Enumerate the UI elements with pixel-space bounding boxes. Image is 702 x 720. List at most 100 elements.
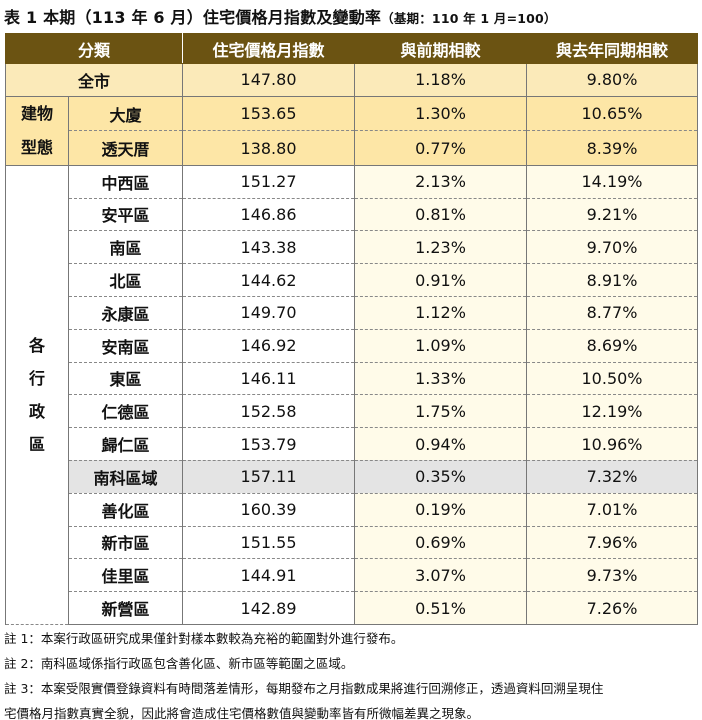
building-type-group-label: 建物 型態 bbox=[5, 95, 69, 166]
table-row: 仁德區 152.58 1.75% 12.19% bbox=[6, 394, 699, 429]
cell-mom: 1.09% bbox=[354, 329, 528, 363]
cell-index: 144.91 bbox=[182, 558, 356, 593]
row-label: 東區 bbox=[67, 362, 184, 396]
cell-yoy: 9.21% bbox=[526, 198, 699, 232]
cell-index: 149.70 bbox=[182, 296, 356, 330]
row-label: 透天厝 bbox=[67, 130, 184, 166]
cell-mom: 1.33% bbox=[354, 362, 528, 396]
cell-index: 151.55 bbox=[182, 526, 356, 560]
row-label: 永康區 bbox=[67, 296, 184, 330]
row-label: 安平區 bbox=[67, 198, 184, 232]
cell-index: 146.11 bbox=[182, 362, 356, 396]
table-row: 透天厝 138.80 0.77% 8.39% bbox=[6, 130, 699, 166]
cell-mom: 1.75% bbox=[354, 394, 528, 429]
row-label: 北區 bbox=[67, 263, 184, 297]
cell-mom: 1.23% bbox=[354, 230, 528, 265]
header-yoy: 與去年同期相較 bbox=[526, 33, 699, 64]
cell-yoy: 9.70% bbox=[526, 230, 699, 265]
cell-mom: 0.35% bbox=[354, 460, 528, 494]
cell-mom: 2.13% bbox=[354, 164, 528, 199]
table-row: 歸仁區 153.79 0.94% 10.96% bbox=[6, 427, 699, 461]
footnote-1: 註 1：本案行政區研究成果僅針對樣本數較為充裕的範圍對外進行發布。 bbox=[4, 631, 404, 646]
table-row-city: 全市 147.80 1.18% 9.80% bbox=[4, 63, 699, 97]
table-row: 南區 143.38 1.23% 9.70% bbox=[6, 230, 699, 265]
cell-yoy: 8.91% bbox=[526, 263, 699, 297]
page-title: 表 1 本期（113 年 6 月）住宅價格月指數及變動率（基期：110 年 1 … bbox=[4, 6, 557, 30]
cell-mom: 0.94% bbox=[354, 427, 528, 461]
cell-mom: 0.51% bbox=[354, 591, 528, 625]
table-row: 安南區 146.92 1.09% 8.69% bbox=[6, 329, 699, 363]
cell-yoy: 7.32% bbox=[526, 460, 699, 494]
cell-index: 153.79 bbox=[182, 427, 356, 461]
row-label: 仁德區 bbox=[67, 394, 184, 429]
cell-mom: 0.77% bbox=[354, 130, 528, 166]
cell-yoy: 9.80% bbox=[526, 63, 699, 97]
cell-yoy: 10.50% bbox=[526, 362, 699, 396]
table-row: 新市區 151.55 0.69% 7.96% bbox=[6, 526, 699, 560]
table-row: 建物 型態 大廈 153.65 1.30% 10.65% bbox=[5, 95, 699, 166]
cell-index: 160.39 bbox=[182, 493, 356, 527]
cell-index: 151.27 bbox=[182, 164, 356, 199]
cell-yoy: 10.96% bbox=[526, 427, 699, 461]
row-label: 中西區 bbox=[67, 164, 184, 199]
header-category: 分類 bbox=[4, 33, 184, 64]
row-label: 安南區 bbox=[67, 329, 184, 363]
housing-price-index-table: 分類 住宅價格月指數 與前期相較 與去年同期相較 全市 147.80 1.18%… bbox=[4, 33, 699, 625]
cell-index: 153.65 bbox=[182, 95, 356, 132]
row-label: 佳里區 bbox=[67, 558, 184, 593]
table-row: 北區 144.62 0.91% 8.91% bbox=[6, 263, 699, 297]
table-row-science-park: 南科區域 157.11 0.35% 7.32% bbox=[6, 460, 699, 494]
district-group-label: 各 行 政 區 bbox=[5, 164, 69, 625]
cell-yoy: 8.69% bbox=[526, 329, 699, 363]
footnote-3: 註 3：本案受限實價登錄資料有時間落差情形，每期發布之月指數成果將進行回溯修正，… bbox=[4, 681, 604, 696]
cell-index: 152.58 bbox=[182, 394, 356, 429]
cell-index: 157.11 bbox=[182, 460, 356, 494]
footnotes: 註 1：本案行政區研究成果僅針對樣本數較為充裕的範圍對外進行發布。 註 2：南科… bbox=[4, 626, 698, 720]
cell-yoy: 7.01% bbox=[526, 493, 699, 527]
row-label: 全市 bbox=[4, 63, 184, 97]
title-main: 表 1 本期（113 年 6 月）住宅價格月指數及變動率 bbox=[4, 8, 382, 27]
row-label: 南科區域 bbox=[67, 460, 184, 494]
cell-index: 144.62 bbox=[182, 263, 356, 297]
table-row: 東區 146.11 1.33% 10.50% bbox=[6, 362, 699, 396]
table-row: 新營區 142.89 0.51% 7.26% bbox=[6, 591, 699, 625]
cell-mom: 1.12% bbox=[354, 296, 528, 330]
row-label: 南區 bbox=[67, 230, 184, 265]
cell-index: 142.89 bbox=[182, 591, 356, 625]
row-label: 新市區 bbox=[67, 526, 184, 560]
table-row: 佳里區 144.91 3.07% 9.73% bbox=[6, 558, 699, 593]
cell-mom: 0.91% bbox=[354, 263, 528, 297]
cell-yoy: 8.39% bbox=[526, 130, 699, 166]
cell-index: 146.92 bbox=[182, 329, 356, 363]
cell-index: 138.80 bbox=[182, 130, 356, 166]
cell-mom: 1.30% bbox=[354, 95, 528, 132]
row-label: 歸仁區 bbox=[67, 427, 184, 461]
cell-mom: 1.18% bbox=[354, 63, 528, 97]
cell-yoy: 7.96% bbox=[526, 526, 699, 560]
title-base-period: （基期：110 年 1 月=100） bbox=[381, 11, 557, 26]
row-label: 新營區 bbox=[67, 591, 184, 625]
cell-index: 147.80 bbox=[182, 63, 356, 97]
table-row: 善化區 160.39 0.19% 7.01% bbox=[6, 493, 699, 527]
table-header-row: 分類 住宅價格月指數 與前期相較 與去年同期相較 bbox=[4, 33, 699, 64]
table-row: 安平區 146.86 0.81% 9.21% bbox=[6, 198, 699, 232]
cell-index: 146.86 bbox=[182, 198, 356, 232]
cell-mom: 0.19% bbox=[354, 493, 528, 527]
row-label: 善化區 bbox=[67, 493, 184, 527]
cell-yoy: 12.19% bbox=[526, 394, 699, 429]
cell-yoy: 14.19% bbox=[526, 164, 699, 199]
table-row: 各 行 政 區 中西區 151.27 2.13% 14.19% bbox=[5, 164, 699, 625]
cell-mom: 0.69% bbox=[354, 526, 528, 560]
row-label: 大廈 bbox=[67, 95, 184, 132]
footnote-3-continued: 宅價格月指數真實全貌，因此將會造成住宅價格數值與變動率皆有所微幅差異之現象。 bbox=[4, 706, 480, 720]
cell-mom: 0.81% bbox=[354, 198, 528, 232]
table-row: 永康區 149.70 1.12% 8.77% bbox=[6, 296, 699, 330]
header-index: 住宅價格月指數 bbox=[182, 33, 356, 64]
cell-yoy: 7.26% bbox=[526, 591, 699, 625]
cell-yoy: 10.65% bbox=[526, 95, 699, 132]
header-mom: 與前期相較 bbox=[354, 33, 528, 64]
cell-yoy: 8.77% bbox=[526, 296, 699, 330]
footnote-2: 註 2：南科區域係指行政區包含善化區、新市區等範圍之區域。 bbox=[4, 656, 354, 671]
cell-mom: 3.07% bbox=[354, 558, 528, 593]
cell-yoy: 9.73% bbox=[526, 558, 699, 593]
